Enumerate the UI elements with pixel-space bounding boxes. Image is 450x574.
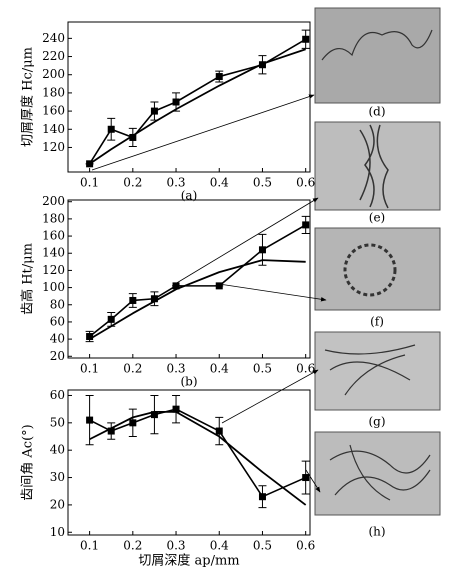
y-axis-label: 切屑厚度 Hc/μm [20, 47, 36, 147]
data-point [215, 282, 223, 290]
data-point [302, 221, 310, 229]
photo-g [314, 331, 441, 411]
plot-frame [67, 389, 311, 536]
photo-d [314, 7, 441, 104]
data-point [215, 427, 223, 435]
data-point [150, 411, 158, 419]
data-point [172, 405, 180, 413]
y-tick-label: 180 [42, 85, 65, 99]
chip-sketch [324, 344, 416, 396]
x-tick-label: 0.3 [166, 539, 185, 553]
y-tick-label: 10 [50, 525, 65, 539]
series-line [89, 259, 306, 340]
x-tick-label: 0.6 [296, 176, 315, 190]
y-tick-label: 240 [42, 31, 65, 45]
y-tick-label: 140 [42, 246, 65, 260]
photo-h [314, 431, 441, 516]
y-tick-label: 20 [50, 497, 65, 511]
x-tick-label: 0.1 [80, 362, 99, 376]
x-tick-label: 0.1 [80, 176, 99, 190]
data-point [150, 107, 158, 115]
x-tick-label: 0.5 [253, 539, 272, 553]
photo-f [314, 227, 441, 311]
arrow [174, 197, 319, 285]
arrow [91, 94, 315, 171]
series-line [88, 38, 307, 165]
y-tick-label: 160 [42, 104, 65, 118]
plot-frame [67, 199, 311, 359]
data-point [86, 333, 94, 341]
arrow [305, 469, 321, 493]
y-tick-label: 40 [50, 443, 65, 457]
x-tick-label: 0.1 [80, 539, 99, 553]
data-point [107, 427, 115, 435]
x-tick-label: 0.5 [253, 362, 272, 376]
x-tick-label: 0.4 [210, 539, 229, 553]
data-point [150, 295, 158, 303]
y-tick-label: 140 [42, 122, 65, 136]
photo-label: (f) [370, 315, 384, 329]
photo-label: (e) [369, 211, 385, 225]
x-tick-label: 0.6 [296, 362, 315, 376]
x-tick-label: 0.2 [123, 176, 142, 190]
series-line [89, 410, 307, 506]
chip-sketch [329, 444, 431, 501]
arrows [91, 94, 327, 493]
arrow [221, 369, 319, 424]
x-tick-label: 0.2 [123, 362, 142, 376]
plot-frame [67, 21, 311, 173]
data-point [107, 125, 115, 133]
data-point [107, 315, 115, 323]
data-point [258, 493, 266, 501]
data-point [302, 35, 310, 43]
y-tick-label: 60 [50, 314, 65, 328]
y-tick-label: 20 [50, 349, 65, 363]
y-axis-label: 齿高 Ht/μm [20, 243, 36, 315]
data-point [215, 73, 223, 81]
x-tick-label: 0.4 [210, 176, 229, 190]
y-tick-label: 80 [50, 297, 65, 311]
y-tick-label: 160 [42, 229, 65, 243]
chip-sketch [359, 124, 389, 209]
y-tick-label: 40 [50, 332, 65, 346]
y-tick-label: 50 [50, 415, 65, 429]
y-axis-label: 齿间角 Ac(°) [21, 424, 36, 500]
photo-label: (d) [368, 105, 385, 119]
photo-label: (g) [368, 415, 385, 429]
y-tick-label: 120 [42, 263, 65, 277]
x-tick-label: 0.5 [253, 176, 272, 190]
data-point [172, 98, 180, 106]
y-tick-label: 200 [42, 194, 65, 208]
data-point [129, 133, 137, 141]
y-tick-label: 60 [50, 388, 65, 402]
panel-label: (b) [180, 375, 197, 389]
y-tick-label: 120 [42, 140, 65, 154]
series-line [89, 224, 307, 338]
y-tick-label: 220 [42, 49, 65, 63]
y-tick-label: 30 [50, 470, 65, 484]
data-point [258, 246, 266, 254]
x-axis-label: 切屑深度 ap/mm [138, 553, 239, 569]
y-tick-label: 200 [42, 67, 65, 81]
series-line [89, 48, 306, 165]
y-tick-label: 180 [42, 211, 65, 225]
arrow [218, 283, 327, 302]
chip-sketch [321, 29, 433, 61]
x-tick-label: 0.3 [166, 362, 185, 376]
y-tick-label: 100 [42, 280, 65, 294]
x-tick-label: 0.2 [123, 539, 142, 553]
data-point [86, 416, 94, 424]
photo-label: (h) [368, 525, 385, 539]
data-point [302, 474, 310, 482]
photos [314, 7, 441, 516]
data-point [129, 296, 137, 304]
chip-sketch [343, 243, 397, 297]
data-point [129, 419, 137, 427]
x-tick-label: 0.4 [210, 362, 229, 376]
x-tick-label: 0.3 [166, 176, 185, 190]
data-point [172, 282, 180, 290]
x-tick-label: 0.6 [296, 539, 315, 553]
panel-label: (a) [181, 189, 198, 203]
